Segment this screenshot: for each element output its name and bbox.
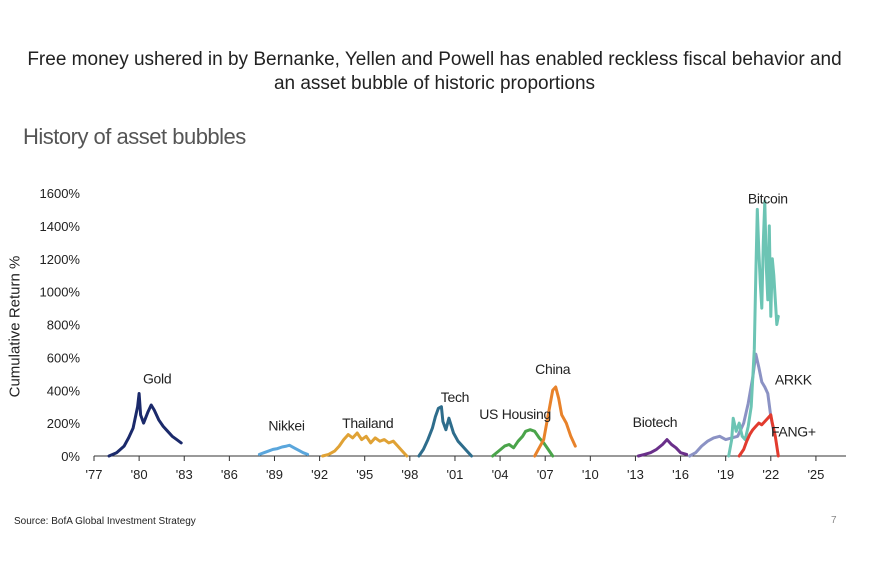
x-tick-label: '10 (582, 467, 599, 482)
series-line-tech (417, 405, 473, 458)
x-tick-label: '22 (762, 467, 779, 482)
axes: '77 '80 '83 '86 '89 '92 '95 '98 '01 '04 '07 '10 '13 '… (40, 186, 846, 482)
x-tick-label: '86 (221, 467, 238, 482)
page-number: 7 (831, 515, 837, 526)
series-label-arkk: ARKK (775, 371, 813, 387)
x-tick-label: '01 (446, 467, 463, 482)
source-note: Source: BofA Global Investment Strategy (14, 516, 196, 527)
series-label-thailand: Thailand (342, 415, 393, 431)
series-line-arkk (688, 352, 776, 458)
y-tick-label: 200% (47, 416, 81, 431)
chart-title: History of asset bubbles (23, 124, 246, 149)
series-label-us-housing: US Housing (479, 406, 551, 422)
x-tick-label: '83 (176, 467, 193, 482)
x-tick-label: '92 (311, 467, 328, 482)
series-label-gold: Gold (143, 371, 171, 387)
x-tick-label: '80 (131, 467, 148, 482)
series-layer (107, 199, 780, 458)
series-line-china (533, 385, 577, 458)
y-tick-label: 1600% (40, 186, 81, 201)
series-line-gold (107, 392, 183, 458)
series-labels: Gold Nikkei Thailand Tech US Housing China Bio… (143, 191, 816, 440)
x-tick-label: '16 (672, 467, 689, 482)
x-tick-label: '89 (266, 467, 283, 482)
y-tick-label: 1000% (40, 285, 81, 300)
series-label-tech: Tech (441, 389, 469, 405)
series-label-fang: FANG+ (771, 423, 816, 439)
x-tick-label: '07 (537, 467, 554, 482)
x-tick-label: '25 (807, 467, 824, 482)
x-tick-label: '19 (717, 467, 734, 482)
y-tick-label: 1200% (40, 252, 81, 267)
y-tick-label: 800% (47, 318, 81, 333)
y-tick-label: 400% (47, 383, 81, 398)
series-line-biotech (636, 438, 689, 458)
series-line-bitcoin (727, 199, 780, 458)
headline: Free money ushered in by Bernanke, Yelle… (27, 49, 842, 94)
y-tick-label: 600% (47, 350, 81, 365)
y-tick-label: 1400% (40, 219, 81, 234)
series-label-china: China (535, 361, 571, 377)
x-tick-label: '13 (627, 467, 644, 482)
x-tick-label: '95 (356, 467, 373, 482)
series-line-fang (737, 413, 780, 458)
series-label-nikkei: Nikkei (268, 418, 305, 434)
series-label-biotech: Biotech (633, 414, 678, 430)
x-tick-label: '98 (401, 467, 418, 482)
series-label-bitcoin: Bitcoin (748, 191, 788, 207)
y-tick-label: 0% (61, 449, 80, 464)
series-line-thailand (321, 431, 409, 458)
x-tick-label: '77 (86, 467, 103, 482)
x-tick-label: '04 (492, 467, 509, 482)
series-line-nikkei (257, 443, 310, 456)
